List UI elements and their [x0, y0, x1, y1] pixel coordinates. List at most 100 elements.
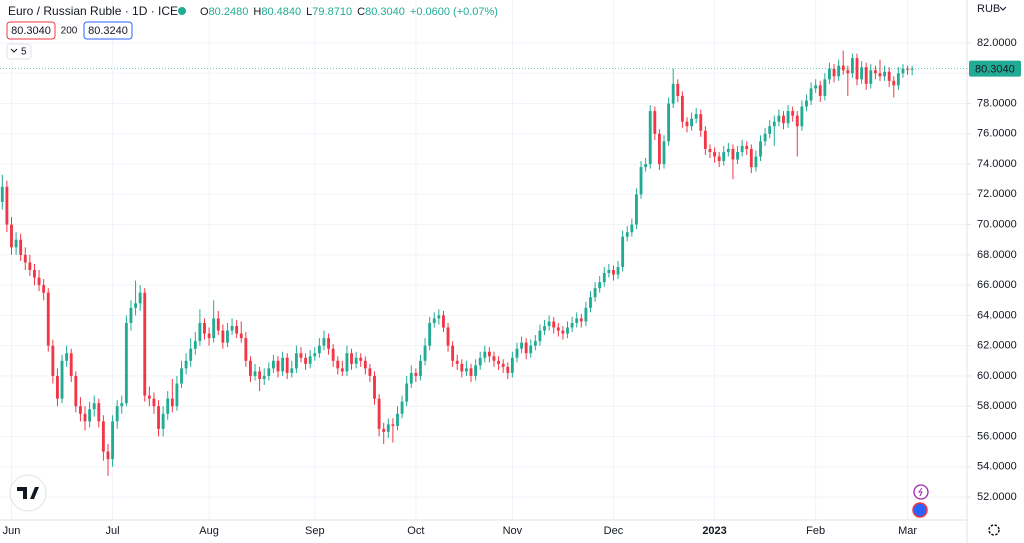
- x-tick-label: Jul: [106, 525, 120, 537]
- candle-body: [878, 73, 882, 77]
- candle-body: [584, 307, 588, 322]
- candle-body: [437, 315, 441, 319]
- candle-body: [772, 121, 776, 127]
- candle-body: [207, 333, 211, 339]
- candle-body: [432, 318, 436, 323]
- buy-button[interactable]: [83, 21, 133, 40]
- y-tick-label: 62.0000: [977, 340, 1017, 352]
- y-tick-label: 64.0000: [977, 309, 1017, 321]
- change-value: +0.0600 (+0.07%): [410, 6, 498, 18]
- candle-body: [345, 353, 349, 372]
- candle-body: [423, 345, 427, 361]
- candle-body: [800, 106, 804, 127]
- candle-body: [460, 363, 464, 372]
- candle-body: [474, 365, 478, 376]
- candle-body: [795, 115, 799, 127]
- candle-body: [740, 145, 744, 152]
- candle-body: [400, 401, 404, 414]
- candle-body: [285, 357, 289, 373]
- last-price-label: 80.3040: [975, 64, 1015, 76]
- candle-body: [97, 403, 101, 422]
- candle-body: [267, 368, 271, 376]
- y-tick-label: 58.0000: [977, 400, 1017, 412]
- l-label: L: [306, 6, 312, 18]
- candle-body: [749, 148, 753, 168]
- candle-body: [487, 351, 491, 357]
- candle-body: [23, 254, 27, 263]
- candle-body: [78, 406, 82, 414]
- candle-body: [699, 114, 703, 131]
- candle-body: [873, 70, 877, 74]
- candle-body: [442, 315, 445, 328]
- candle-body: [19, 239, 23, 255]
- candle-body: [828, 68, 831, 80]
- candle-body: [405, 383, 409, 402]
- candle-body: [184, 360, 188, 369]
- candle-body: [676, 83, 680, 96]
- candle-body: [28, 262, 32, 270]
- candle-body: [327, 338, 330, 349]
- currency-label[interactable]: RUB: [977, 3, 1000, 15]
- sell-button[interactable]: [6, 21, 56, 40]
- candle-body: [561, 330, 565, 334]
- candle-body: [377, 398, 381, 429]
- candle-body: [51, 345, 55, 376]
- candle-body: [446, 327, 450, 346]
- logo[interactable]: [9, 474, 47, 512]
- candle-body: [648, 111, 652, 165]
- candle-body: [313, 353, 317, 357]
- last-price-box: [969, 60, 1021, 77]
- candle-body: [543, 325, 546, 331]
- candle-body: [635, 194, 638, 225]
- candle-body: [855, 58, 859, 80]
- candle-body: [74, 375, 78, 407]
- candle-body: [193, 341, 197, 349]
- logo-mark: [17, 487, 39, 499]
- candle-body: [290, 368, 294, 373]
- market-status[interactable]: [178, 7, 186, 15]
- o-label: O: [200, 6, 209, 18]
- candle-body: [529, 345, 533, 354]
- candle-body: [5, 186, 9, 225]
- candle-body: [46, 292, 50, 346]
- candle-body: [901, 68, 905, 74]
- candle-body: [570, 322, 574, 328]
- candle-body: [391, 424, 395, 426]
- candle-body: [299, 353, 303, 358]
- candle-body: [271, 360, 275, 369]
- candle-body: [120, 403, 124, 407]
- buy-price: 80.3240: [88, 25, 128, 37]
- candle-body: [607, 270, 611, 274]
- o-value: 80.2480: [209, 6, 249, 18]
- candle-body: [657, 133, 661, 165]
- candle-body: [129, 307, 133, 323]
- indicators-toggle[interactable]: [6, 43, 32, 60]
- candle-body: [143, 292, 147, 396]
- h-value: 80.4840: [261, 6, 301, 18]
- y-tick-label: 56.0000: [977, 430, 1017, 442]
- candle-body: [579, 318, 583, 322]
- candle-body: [547, 321, 551, 326]
- y-tick-label: 72.0000: [977, 188, 1017, 200]
- dividend-icon[interactable]: [912, 502, 928, 518]
- candle-body: [717, 156, 721, 162]
- candle-body: [685, 121, 689, 127]
- candle-body: [56, 375, 59, 399]
- x-tick-label: Sep: [305, 525, 325, 537]
- candle-body: [161, 413, 165, 429]
- candle-body: [731, 148, 735, 160]
- settings-icon[interactable]: [988, 524, 1000, 536]
- candle-body: [759, 141, 762, 157]
- x-tick-label: Aug: [199, 525, 219, 537]
- candle-body: [65, 353, 69, 361]
- candle-body: [469, 368, 473, 376]
- candle-body: [556, 327, 560, 331]
- candle-body: [602, 273, 606, 283]
- y-tick-label: 52.0000: [977, 491, 1017, 503]
- candle-body: [510, 357, 514, 373]
- candle-body: [598, 282, 602, 289]
- candle-body: [249, 360, 252, 376]
- y-tick-label: 78.0000: [977, 97, 1017, 109]
- x-tick-label: Dec: [604, 525, 624, 537]
